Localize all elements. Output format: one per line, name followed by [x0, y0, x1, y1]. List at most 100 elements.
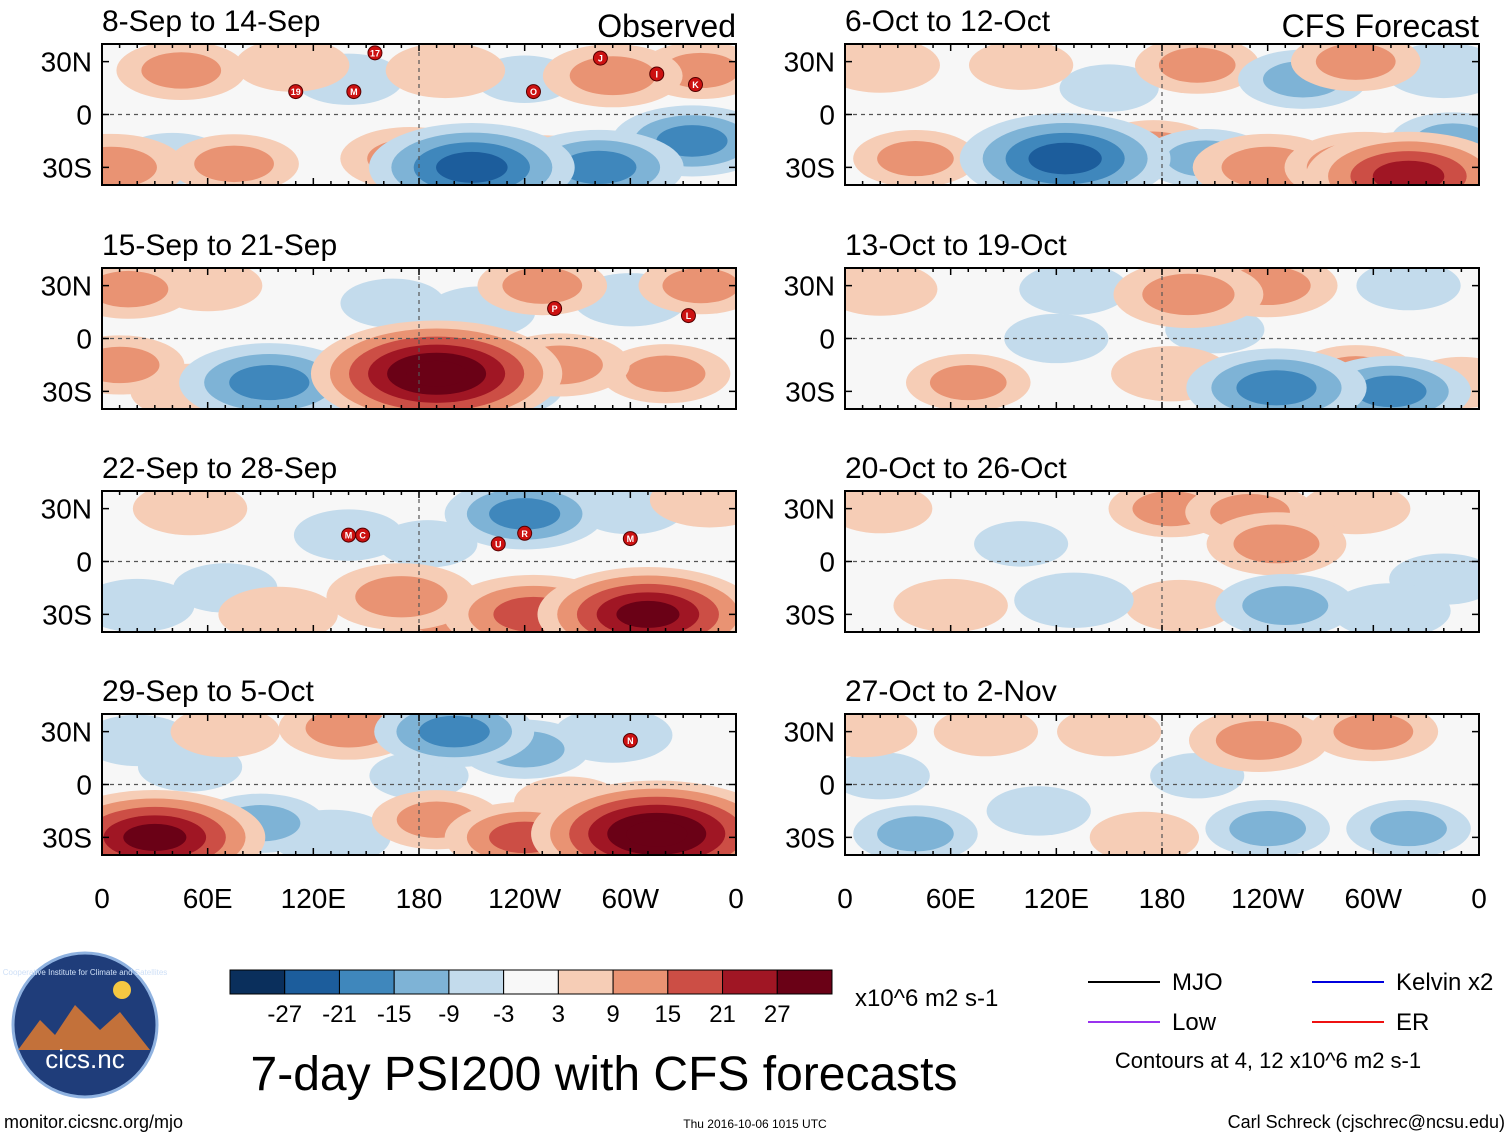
anomaly-contour: [229, 365, 310, 401]
panel-period-title: 27-Oct to 2-Nov: [845, 675, 1057, 708]
legend-item: Kelvin x2: [1312, 969, 1493, 996]
storm-label: P: [552, 304, 558, 314]
x-tick-label: 0: [1471, 883, 1487, 914]
x-tick-label: 0: [728, 883, 744, 914]
anomaly-contour: [418, 715, 490, 748]
colorbar-label: -21: [322, 1001, 357, 1028]
storm-label: J: [598, 54, 603, 64]
x-tick-label: 60W: [1345, 883, 1403, 914]
y-tick-label: 30S: [42, 152, 92, 183]
storm-marker: 19: [288, 84, 304, 100]
legend-label: Kelvin x2: [1396, 969, 1493, 996]
panel-period-title: 13-Oct to 19-Oct: [845, 229, 1067, 262]
x-tick-label: 120E: [1024, 883, 1089, 914]
y-tick-label: 30N: [784, 494, 835, 525]
colorbar-label: -9: [438, 1001, 459, 1028]
legend-item: ER: [1312, 1009, 1429, 1036]
x-tick-label: 60W: [602, 883, 660, 914]
anomaly-contour: [436, 151, 508, 183]
y-tick-label: 30N: [784, 271, 835, 302]
colorbar-swatch: [393, 969, 450, 995]
storm-marker: M: [341, 527, 357, 543]
storm-label: R: [521, 529, 528, 539]
map-panel: P L 15-Sep to 21-Sep 30N 0 30S: [41, 229, 737, 410]
anomaly-contour: [102, 270, 169, 308]
storm-marker: M: [346, 84, 362, 100]
anomaly-contour: [560, 150, 637, 185]
storm-label: C: [359, 531, 366, 541]
anomaly-contour: [968, 44, 1074, 90]
x-tick-label: 0: [837, 883, 853, 914]
map-panel: 19 M 17 O J I K 8-Sep to 14-Sep 30N 0 30S: [41, 5, 737, 186]
y-tick-label: 30N: [784, 717, 835, 748]
main-title: 7-day PSI200 with CFS forecasts: [251, 1048, 958, 1101]
colorbar-swatch: [229, 969, 286, 995]
y-tick-label: 30N: [41, 717, 92, 748]
anomaly-contour: [877, 816, 954, 852]
anomaly-contour: [845, 44, 940, 93]
y-tick-label: 30S: [785, 822, 835, 853]
anomaly-contour: [569, 56, 656, 96]
anomaly-contour: [616, 600, 680, 628]
anomaly-contour: [1355, 375, 1427, 408]
cics-logo: cics.nc Cooperative Institute for Climat…: [3, 951, 167, 1099]
y-tick-label: 30S: [42, 822, 92, 853]
legend-label: ER: [1396, 1009, 1429, 1036]
y-tick-label: 0: [819, 324, 835, 355]
storm-label: M: [345, 531, 353, 541]
panel-period-title: 6-Oct to 12-Oct: [845, 5, 1051, 38]
colorbar-swatch: [503, 969, 559, 995]
anomaly-contour: [235, 44, 350, 92]
panel-period-title: 15-Sep to 21-Sep: [102, 229, 337, 262]
anomaly-contour: [123, 823, 187, 851]
y-tick-label: 0: [819, 547, 835, 578]
panel-period-title: 29-Sep to 5-Oct: [102, 675, 314, 708]
anomaly-contour: [170, 714, 280, 758]
storm-marker: P: [547, 301, 563, 317]
anomaly-contour: [626, 820, 688, 847]
y-tick-label: 0: [76, 324, 92, 355]
anomaly-contour: [845, 714, 918, 758]
colorbar: -27 -21 -15 -9 -3 3 9 15 21 27: [229, 969, 833, 1028]
colorbar-swatch: [776, 969, 833, 995]
logo-text: cics.nc: [45, 1044, 124, 1074]
y-tick-label: 0: [819, 100, 835, 131]
contours-note: Contours at 4, 12 x10^6 m2 s-1: [1115, 1048, 1421, 1073]
anomaly-contour: [502, 268, 583, 304]
storm-label: I: [655, 69, 658, 79]
map-panels: 19 M 17 O J I K 8-Sep to 14-Sep 30N 0 30S P L 15-Sep …: [41, 5, 1480, 856]
legend-label: MJO: [1172, 969, 1223, 996]
anomaly-contour: [1014, 572, 1134, 628]
anomaly-contour: [974, 521, 1069, 567]
storm-label: 19: [291, 87, 301, 97]
legend: MJO Kelvin x2 Low ER: [1088, 969, 1493, 1036]
colorbar-label: -3: [493, 1001, 514, 1028]
x-tick-labels: 0 60E 120E 180 120W 60W 0 0 60E 120E 180 120W 60W 0: [94, 883, 1487, 914]
anomaly-contour: [662, 268, 736, 304]
anomaly-contour: [1019, 268, 1129, 315]
x-tick-label: 120E: [281, 883, 346, 914]
anomaly-contour: [1057, 714, 1162, 757]
anomaly-contour: [194, 145, 274, 183]
storm-label: K: [692, 80, 699, 90]
legend-item: MJO: [1088, 969, 1223, 996]
anomaly-contour: [1229, 810, 1306, 847]
anomaly-contour: [1158, 47, 1236, 83]
y-tick-label: 0: [76, 547, 92, 578]
anomaly-contour: [1242, 586, 1329, 625]
y-tick-label: 30S: [785, 152, 835, 183]
y-tick-label: 0: [819, 770, 835, 801]
colorbar-swatch: [612, 969, 669, 995]
anomaly-contour: [1356, 268, 1461, 311]
storm-label: M: [627, 534, 635, 544]
storm-label: N: [627, 736, 634, 746]
storm-marker: 17: [367, 45, 383, 61]
storm-marker: N: [622, 732, 638, 748]
anomaly-contour: [1089, 811, 1200, 855]
y-tick-label: 30N: [784, 47, 835, 78]
anomaly-contour: [845, 752, 930, 800]
y-tick-label: 30N: [41, 47, 92, 78]
storm-marker: O: [525, 84, 541, 100]
anomaly-contour: [340, 278, 445, 328]
